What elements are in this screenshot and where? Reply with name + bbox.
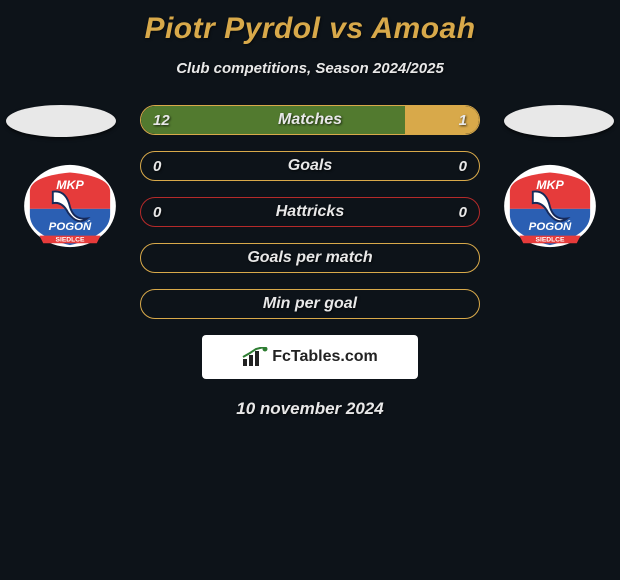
player-left-oval [6,105,116,137]
stat-label: Min per goal [141,290,479,318]
stat-label: Hattricks [141,198,479,226]
stat-row: Min per goal [140,289,480,319]
page-title: Piotr Pyrdol vs Amoah [0,0,620,46]
shield-icon: MKP POGOŃ SIEDLCE [22,163,118,249]
svg-text:MKP: MKP [56,178,84,192]
stat-row: 00Goals [140,151,480,181]
player-right-oval [504,105,614,137]
comparison-card: Piotr Pyrdol vs Amoah Club competitions,… [0,0,620,419]
shield-icon: MKP POGOŃ SIEDLCE [502,163,598,249]
footer-brand-box: FcTables.com [202,335,418,379]
club-badge-right: MKP POGOŃ SIEDLCE [502,163,598,249]
brand-logo: FcTables.com [242,347,378,367]
stat-row: 121Matches [140,105,480,135]
stat-label: Goals per match [141,244,479,272]
stat-row: Goals per match [140,243,480,273]
svg-text:SIEDLCE: SIEDLCE [536,236,565,243]
stat-bars: 121Matches 00Goals 00Hattricks Goals per ma… [140,105,480,319]
date-line: 10 november 2024 [0,399,620,419]
svg-text:POGOŃ: POGOŃ [529,220,572,233]
stats-area: MKP POGOŃ SIEDLCE MKP POGOŃ SIEDLCE 121M… [0,105,620,319]
club-badge-left: MKP POGOŃ SIEDLCE [22,163,118,249]
stat-label: Goals [141,152,479,180]
svg-text:SIEDLCE: SIEDLCE [56,236,85,243]
stat-row: 00Hattricks [140,197,480,227]
subtitle: Club competitions, Season 2024/2025 [0,60,620,77]
stat-label: Matches [141,106,479,134]
brand-text: FcTables.com [272,348,378,366]
barchart-icon [242,347,268,367]
svg-text:MKP: MKP [536,178,564,192]
svg-text:POGOŃ: POGOŃ [49,220,92,233]
